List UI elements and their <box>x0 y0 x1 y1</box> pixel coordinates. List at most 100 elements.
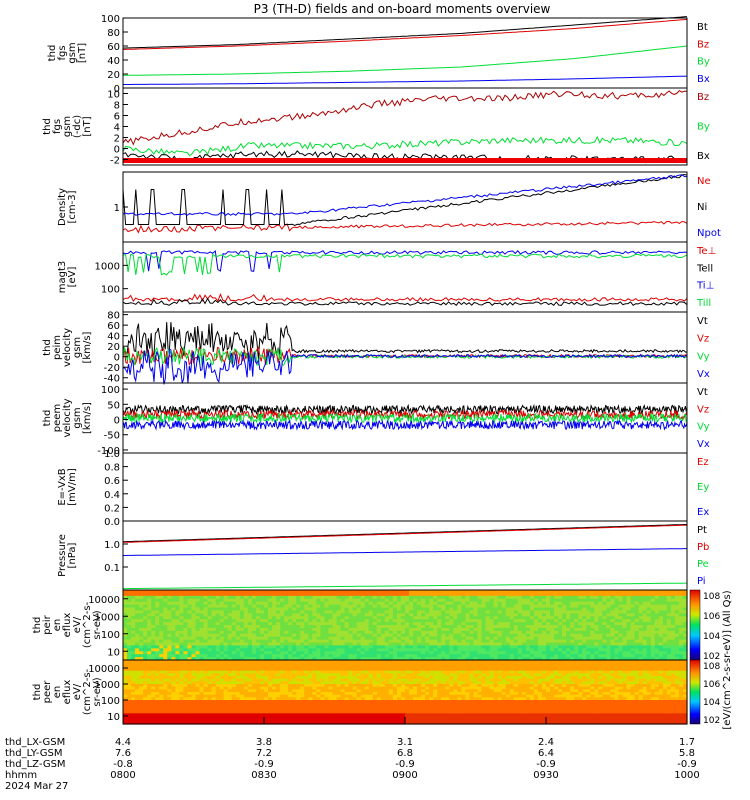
heatmap-cell <box>163 616 168 620</box>
heatmap-cell <box>131 619 136 623</box>
heatmap-cell <box>167 721 172 725</box>
heatmap-cell <box>348 622 354 626</box>
heatmap-cell <box>352 613 358 617</box>
heatmap-cell <box>388 625 394 629</box>
heatmap-cell <box>429 654 434 658</box>
heatmap-cell <box>231 607 237 612</box>
heatmap-cell <box>336 702 342 706</box>
heatmap-cell <box>316 613 321 617</box>
heatmap-cell <box>203 648 209 652</box>
heatmap-cell <box>175 718 180 722</box>
heatmap-cell <box>139 692 144 696</box>
heatmap-cell <box>211 678 217 682</box>
heatmap-cell <box>445 648 450 652</box>
heatmap-cell <box>521 654 527 658</box>
heatmap-cell <box>336 686 342 690</box>
heatmap-cell <box>662 592 668 597</box>
heatmap-cell <box>183 702 189 706</box>
heatmap-cell <box>372 642 378 647</box>
heatmap-cell <box>473 639 479 644</box>
heatmap-cell <box>638 604 644 609</box>
heatmap-cell <box>332 651 338 655</box>
heatmap-cell <box>485 607 491 612</box>
heatmap-cell <box>582 654 587 658</box>
heatmap-cell <box>159 692 164 696</box>
heatmap-cell <box>517 627 523 632</box>
heatmap-cell <box>187 604 193 609</box>
heatmap-cell <box>123 595 128 600</box>
heatmap-cell <box>525 645 531 649</box>
heatmap-cell <box>501 648 507 652</box>
heatmap-cell <box>167 692 172 696</box>
heatmap-cell <box>618 595 624 600</box>
heatmap-cell <box>155 595 160 600</box>
heatmap-cell <box>497 630 503 635</box>
heatmap-cell <box>219 625 225 629</box>
heatmap-cell <box>348 633 354 638</box>
heatmap-cell <box>175 660 180 664</box>
heatmap-cell <box>247 697 253 701</box>
heatmap-cell <box>570 616 575 620</box>
heatmap-cell <box>292 708 297 712</box>
heatmap-cell <box>360 610 366 614</box>
heatmap-cell <box>247 718 253 722</box>
heatmap-cell <box>207 607 213 612</box>
panel-peim_velocity: thd peim velocity gsm [km/s]806040200-20-40V… <box>42 311 710 385</box>
heatmap-cell <box>199 595 205 600</box>
heatmap-cell <box>610 654 616 658</box>
heatmap-cell <box>445 604 450 609</box>
heatmap-cell <box>308 718 313 722</box>
heatmap-cell <box>340 716 346 720</box>
heatmap-cell <box>199 604 205 609</box>
heatmap-cell <box>441 622 446 626</box>
heatmap-cell <box>473 630 479 635</box>
heatmap-cell <box>541 627 547 632</box>
heatmap-cell <box>135 590 140 594</box>
heatmap-cell <box>292 592 297 597</box>
heatmap-cell <box>501 657 507 661</box>
heatmap-cell <box>147 645 152 649</box>
heatmap-cell <box>376 657 382 661</box>
heatmap-cell <box>231 604 237 609</box>
heatmap-cell <box>219 616 225 620</box>
heatmap-cell <box>167 716 172 720</box>
heatmap-cell <box>380 619 386 623</box>
heatmap-cell <box>586 636 591 641</box>
heatmap-cell <box>509 636 515 641</box>
heatmap-cell <box>457 636 462 641</box>
heatmap-cell <box>380 610 386 614</box>
heatmap-cell <box>352 645 358 649</box>
heatmap-cell <box>554 595 559 600</box>
heatmap-cell <box>139 684 144 688</box>
heatmap-cell <box>163 716 168 720</box>
heatmap-cell <box>517 598 523 603</box>
heatmap-cell <box>614 613 620 617</box>
heatmap-cell <box>199 636 205 641</box>
heatmap-cell <box>308 657 313 661</box>
heatmap-cell <box>324 651 330 655</box>
heatmap-cell <box>666 648 672 652</box>
heatmap-cell <box>251 676 257 680</box>
heatmap-cell <box>135 692 140 696</box>
heatmap-cell <box>602 642 608 647</box>
heatmap-cell <box>376 630 382 635</box>
heatmap-cell <box>364 613 370 617</box>
heatmap-cell <box>219 702 225 706</box>
heatmap-cell <box>171 601 176 606</box>
heatmap-cell <box>223 710 229 714</box>
heatmap-cell <box>622 630 628 635</box>
heatmap-cell <box>151 665 156 669</box>
heatmap-cell <box>340 616 346 620</box>
heatmap-cell <box>179 716 185 720</box>
heatmap-cell <box>352 642 358 647</box>
heatmap-cell <box>348 686 354 690</box>
heatmap-cell <box>123 610 128 614</box>
heatmap-cell <box>558 616 563 620</box>
heatmap-cell <box>211 645 217 649</box>
heatmap-cell <box>191 684 197 688</box>
heatmap-cell <box>654 645 660 649</box>
heatmap-cell <box>292 648 297 652</box>
heatmap-cell <box>646 657 652 661</box>
heatmap-cell <box>163 676 168 680</box>
heatmap-cell <box>131 639 136 644</box>
